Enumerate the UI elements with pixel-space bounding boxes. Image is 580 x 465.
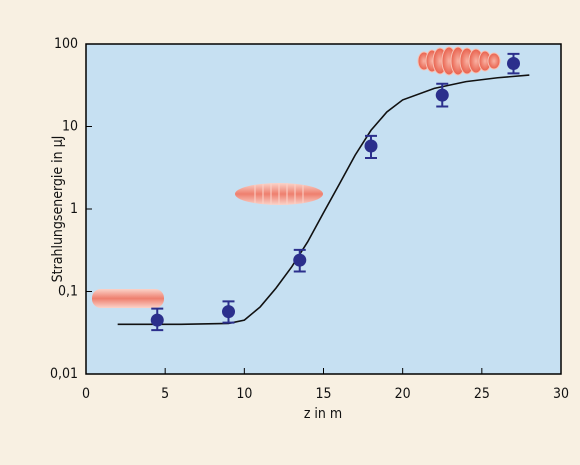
y-tick-label: 1: [70, 201, 78, 217]
y-axis-label: Strahlungsenergie in µJ: [50, 136, 66, 283]
data-point: [435, 88, 449, 102]
data-point: [364, 139, 378, 153]
bunch-illustration: [92, 46, 501, 308]
x-tick-label: 30: [553, 386, 569, 402]
data-point: [507, 57, 520, 71]
plot-frame: [85, 43, 562, 375]
data-point: [150, 313, 164, 327]
x-tick-label: 0: [82, 386, 90, 402]
data-point: [293, 253, 307, 267]
y-tick-label: 10: [62, 119, 78, 135]
x-tick-label: 25: [474, 386, 490, 402]
x-tick-label: 10: [236, 386, 252, 402]
y-tick-label: 100: [54, 36, 78, 52]
x-axis-label: z in m: [304, 406, 342, 422]
fit-curve: [117, 74, 530, 326]
x-tick-label: 5: [161, 386, 169, 402]
data-point: [222, 305, 235, 319]
plot-area: [86, 44, 561, 374]
x-tick-label: 20: [395, 386, 411, 402]
x-tick-label: 15: [315, 386, 331, 402]
y-tick-label: 0,1: [58, 284, 78, 300]
y-tick-label: 0,01: [50, 366, 78, 382]
